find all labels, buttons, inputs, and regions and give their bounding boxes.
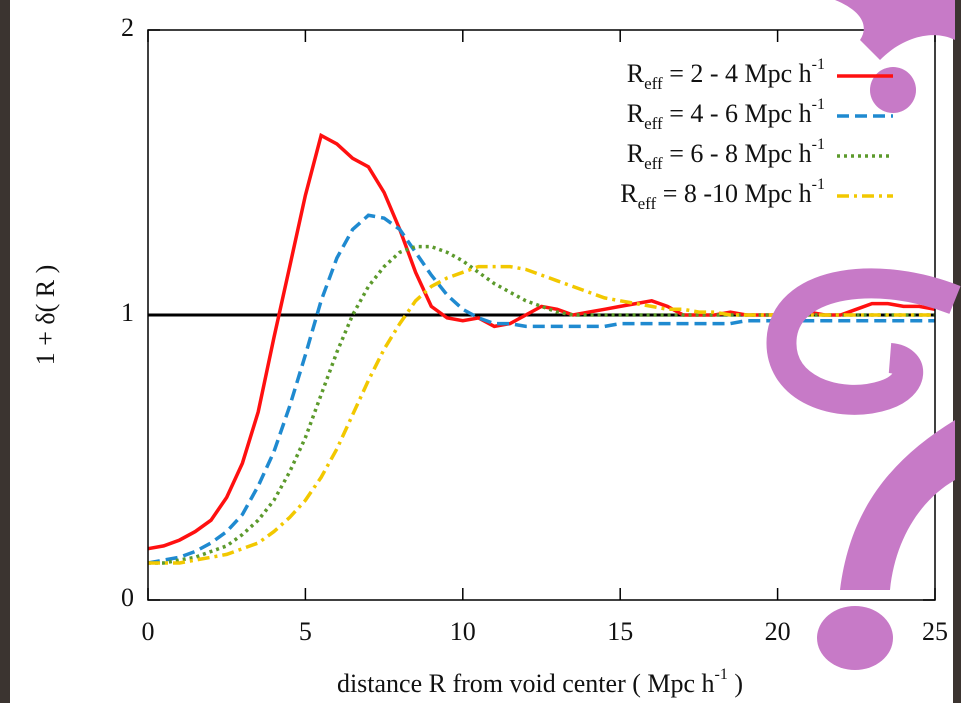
legend-label: Reff = 8 -10 Mpc h-1 <box>620 176 825 213</box>
y-tick-label: 1 <box>121 298 134 327</box>
x-tick-label: 10 <box>450 617 476 646</box>
y-tick-label: 0 <box>121 583 134 612</box>
y-tick-label: 2 <box>121 13 134 42</box>
x-axis-label: distance R from void center ( Mpc h-1 ) <box>337 666 743 698</box>
x-tick-label: 0 <box>142 617 155 646</box>
legend-label: Reff = 4 - 6 Mpc h-1 <box>627 96 825 133</box>
x-tick-label: 15 <box>607 617 633 646</box>
y-axis-label: 1 + δ( R ) <box>31 265 60 366</box>
x-tick-label: 20 <box>765 617 791 646</box>
legend-label: Reff = 2 - 4 Mpc h-1 <box>627 56 825 93</box>
x-tick-label: 5 <box>299 617 312 646</box>
decoration <box>766 0 961 670</box>
plot-frame <box>147 29 936 601</box>
x-tick-label: 25 <box>922 617 948 646</box>
legend-label: Reff = 6 - 8 Mpc h-1 <box>627 136 825 173</box>
